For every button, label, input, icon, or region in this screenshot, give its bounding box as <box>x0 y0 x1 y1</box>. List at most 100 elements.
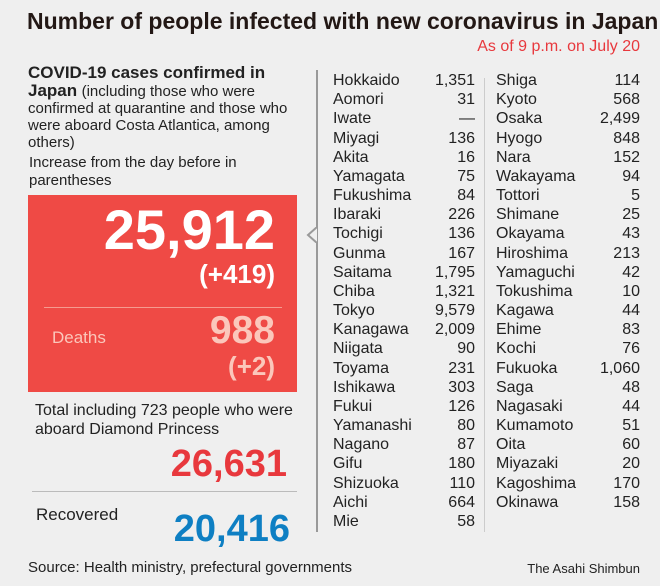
case-count: 42 <box>622 263 640 281</box>
case-count: 136 <box>448 129 475 147</box>
table-row: Fukushima 84 <box>333 186 475 205</box>
prefecture-name: Oita <box>496 436 526 454</box>
table-row: Kyoto 568 <box>496 90 640 109</box>
prefecture-name: Nara <box>496 148 531 166</box>
case-count: 87 <box>457 436 475 454</box>
table-row: Kanagawa 2,009 <box>333 320 475 339</box>
prefecture-name: Kagawa <box>496 302 554 320</box>
table-row: Saga 48 <box>496 378 640 397</box>
deaths-increase: (+2) <box>228 351 275 381</box>
case-count: 1,351 <box>434 72 475 89</box>
case-count: 31 <box>457 91 475 109</box>
total-cases: 25,912 <box>103 198 275 261</box>
case-count: 5 <box>631 187 640 205</box>
prefecture-name: Tochigi <box>333 225 383 243</box>
table-row: Gifu 180 <box>333 454 475 473</box>
case-count: 90 <box>457 340 475 358</box>
prefecture-name: Fukui <box>333 397 373 415</box>
prefecture-name: Hokkaido <box>333 72 400 89</box>
table-row: Tokyo 9,579 <box>333 301 475 320</box>
prefecture-name: Iwate <box>333 110 372 128</box>
total-increase: (+419) <box>199 259 275 289</box>
table-row: Wakayama 94 <box>496 167 640 186</box>
case-count: 158 <box>613 493 640 511</box>
prefecture-name: Yamaguchi <box>496 263 575 281</box>
prefecture-name: Okayama <box>496 225 565 243</box>
diamond-princess-label: Total including 723 people who were aboa… <box>35 402 293 438</box>
prefecture-name: Kagoshima <box>496 474 577 492</box>
table-row: Okinawa 158 <box>496 493 640 512</box>
case-count: 44 <box>622 397 640 415</box>
case-count: — <box>459 110 475 128</box>
prefecture-name: Saga <box>496 378 534 396</box>
prefecture-name: Miyagi <box>333 129 380 147</box>
case-count: 180 <box>448 455 475 473</box>
prefecture-name: Kanagawa <box>333 321 409 339</box>
case-count: 9,579 <box>434 302 475 320</box>
page-title: Number of people infected with new coron… <box>27 8 659 34</box>
prefecture-name: Akita <box>333 148 369 166</box>
recovered-label: Recovered <box>36 505 119 524</box>
table-row: Mie 58 <box>333 512 475 531</box>
case-count: 136 <box>448 225 475 243</box>
prefecture-name: Tokushima <box>496 282 573 300</box>
deaths-label: Deaths <box>52 328 106 347</box>
prefecture-name: Tottori <box>496 187 540 205</box>
case-count: 226 <box>448 206 475 224</box>
case-count: 44 <box>622 302 640 320</box>
prefecture-name: Ehime <box>496 321 542 339</box>
table-row: Tokushima 10 <box>496 282 640 301</box>
prefecture-name: Toyama <box>333 359 390 377</box>
table-row: Chiba 1,321 <box>333 282 475 301</box>
table-row: Miyazaki 20 <box>496 454 640 473</box>
table-row: Aomori 31 <box>333 90 475 109</box>
case-count: 213 <box>613 244 640 262</box>
table-row: Tochigi 136 <box>333 224 475 243</box>
case-count: 568 <box>613 91 640 109</box>
table-row: Kumamoto 51 <box>496 416 640 435</box>
table-row: Kagoshima 170 <box>496 474 640 493</box>
prefecture-name: Aomori <box>333 91 384 109</box>
prefecture-name: Ishikawa <box>333 378 396 396</box>
prefecture-name: Aichi <box>333 493 368 511</box>
table-row: Tottori 5 <box>496 186 640 205</box>
prefecture-name: Fukushima <box>333 187 412 205</box>
divider <box>44 307 282 308</box>
case-count: 20 <box>622 455 640 473</box>
table-row: Yamagata 75 <box>333 167 475 186</box>
case-count: 10 <box>622 282 640 300</box>
table-row: Nara 152 <box>496 148 640 167</box>
case-count: 60 <box>622 436 640 454</box>
case-count: 84 <box>457 187 475 205</box>
prefecture-name: Kochi <box>496 340 537 358</box>
as-of-date: As of 9 p.m. on July 20 <box>477 38 640 55</box>
table-row: Toyama 231 <box>333 359 475 378</box>
prefecture-name: Nagano <box>333 436 390 454</box>
prefecture-name: Niigata <box>333 340 383 358</box>
prefecture-name: Hyogo <box>496 129 543 147</box>
table-row: Hiroshima 213 <box>496 244 640 263</box>
case-count: 58 <box>457 512 475 530</box>
case-count: 76 <box>622 340 640 358</box>
table-row: Ehime 83 <box>496 320 640 339</box>
deaths-value: 988 <box>209 309 275 352</box>
prefecture-name: Ibaraki <box>333 206 382 224</box>
case-count: 1,060 <box>599 359 640 377</box>
case-count: 25 <box>622 206 640 224</box>
increase-note: Increase from the day before in parenthe… <box>29 154 237 189</box>
table-row: Akita 16 <box>333 148 475 167</box>
case-count: 1,321 <box>434 282 475 300</box>
prefecture-name: Fukuoka <box>496 359 558 377</box>
table-row: Nagasaki 44 <box>496 397 640 416</box>
case-count: 231 <box>448 359 475 377</box>
case-count: 1,795 <box>434 263 475 281</box>
prefecture-name: Kyoto <box>496 91 537 109</box>
case-count: 114 <box>614 72 640 89</box>
recovered-value: 20,416 <box>173 508 290 550</box>
case-count: 303 <box>448 378 475 396</box>
prefecture-name: Miyazaki <box>496 455 559 473</box>
table-row: Kochi 76 <box>496 339 640 358</box>
case-count: 51 <box>622 417 640 435</box>
case-count: 16 <box>457 148 475 166</box>
table-row: Saitama 1,795 <box>333 263 475 282</box>
